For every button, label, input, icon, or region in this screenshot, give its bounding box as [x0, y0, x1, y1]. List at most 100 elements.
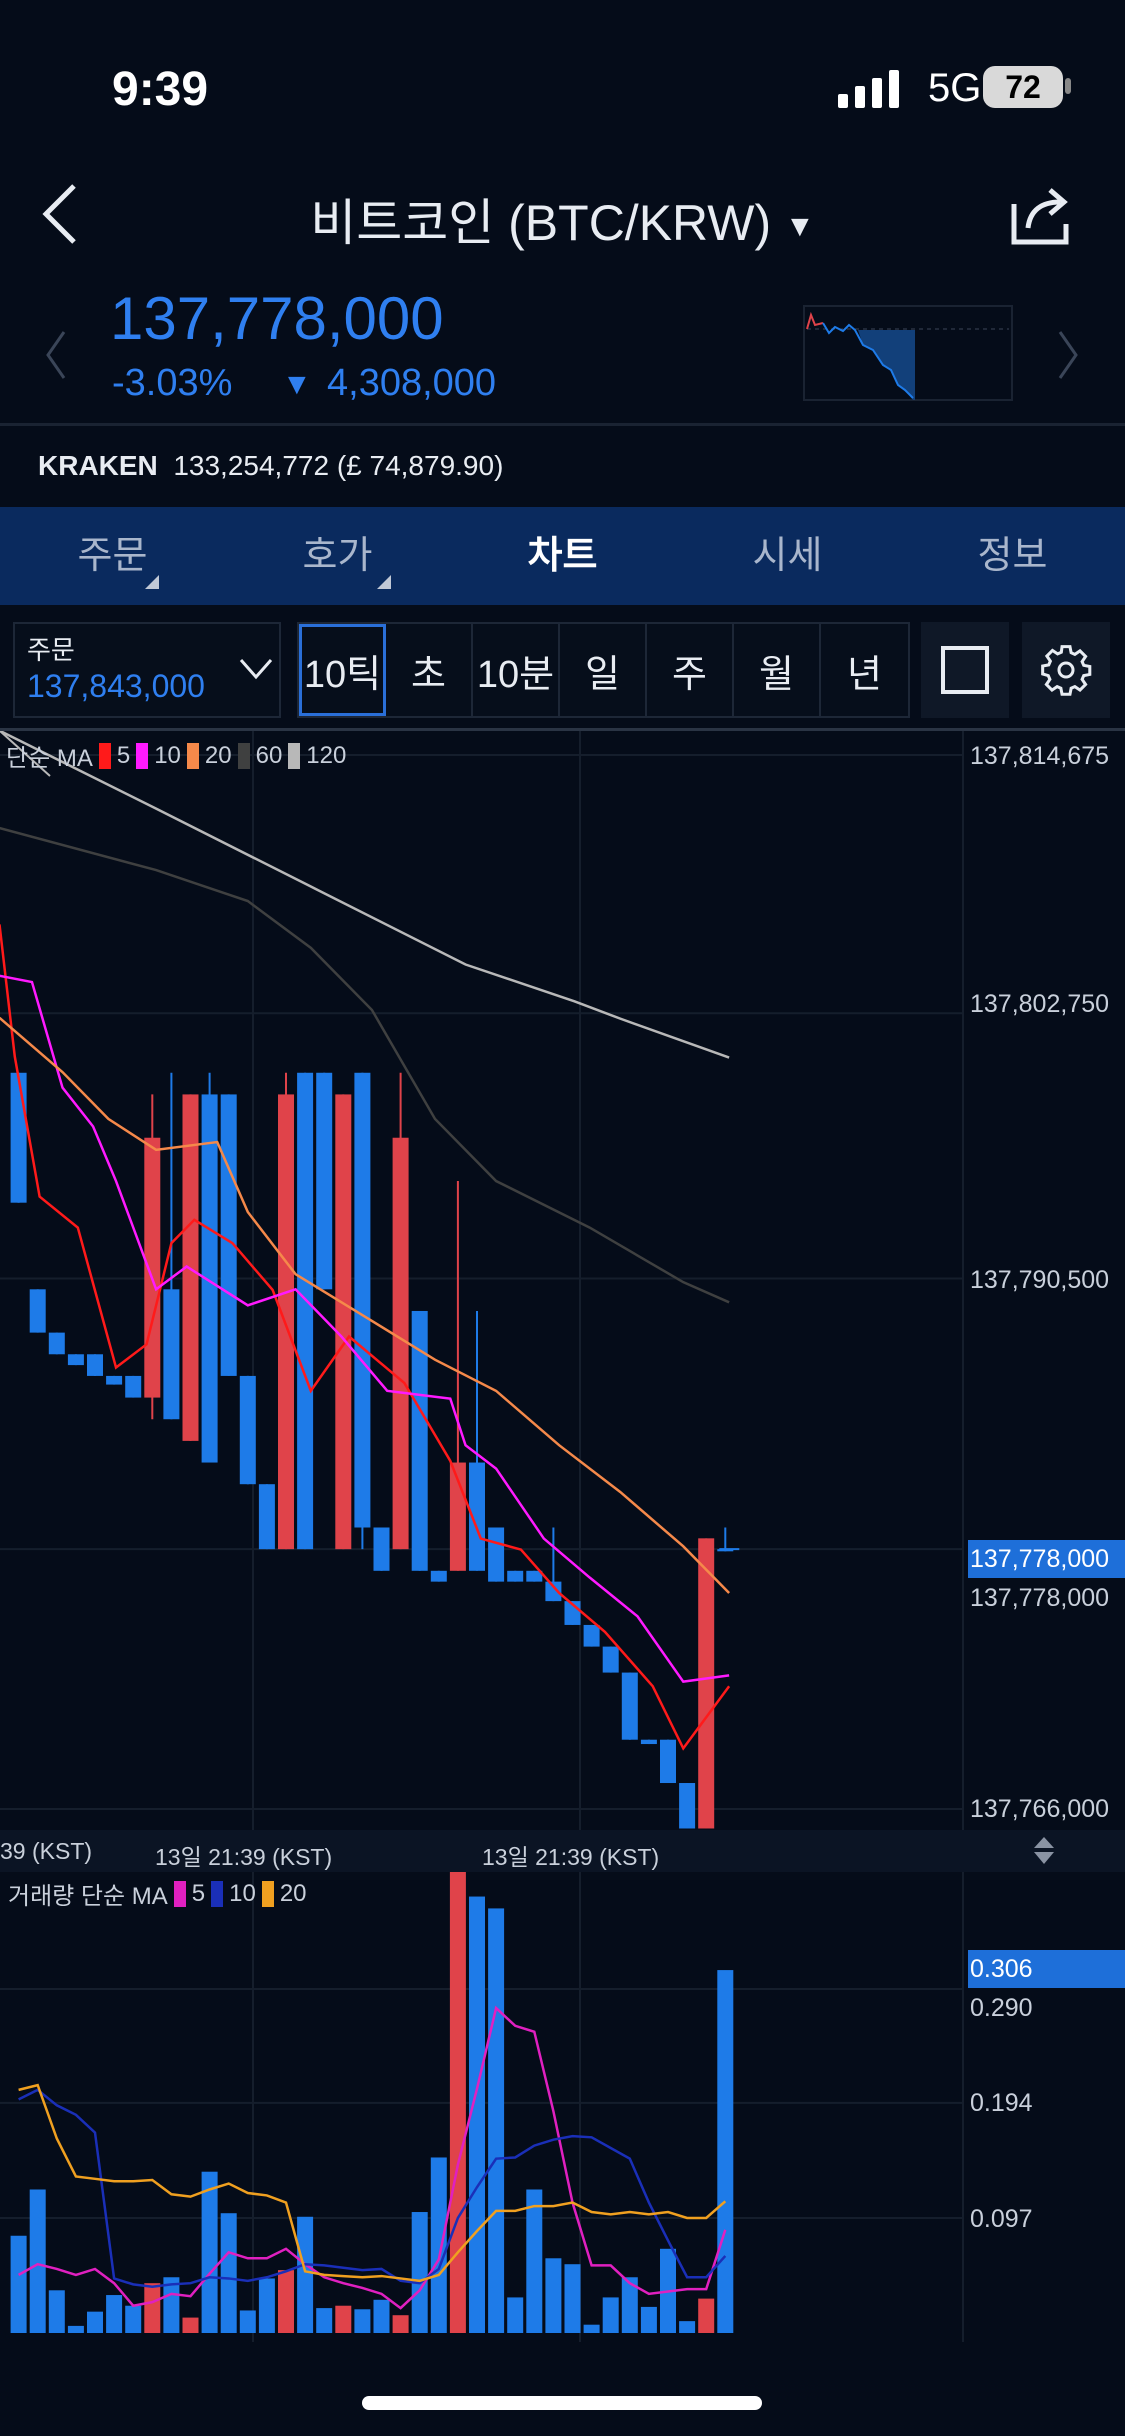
- legend-swatch: [211, 1880, 224, 1907]
- y-tick: 0.194: [970, 2089, 1033, 2117]
- candle: [660, 1739, 676, 1784]
- candle: [201, 1094, 218, 1463]
- y-tick: 137,790,500: [970, 1266, 1110, 1294]
- volume-ma5-line: [17, 2005, 727, 2310]
- volume-bar: [335, 2305, 352, 2333]
- prev-coin-icon[interactable]: [44, 330, 68, 380]
- time-label: 13일 21:39 (KST): [155, 1844, 333, 1870]
- volume-bar: [679, 2321, 696, 2333]
- volume-bar: [10, 2235, 27, 2333]
- candle: [602, 1646, 619, 1673]
- share-icon[interactable]: [1010, 184, 1072, 246]
- legend-swatch: [288, 742, 301, 769]
- timeframe-10tick[interactable]: 10틱: [299, 624, 386, 716]
- current-volume-label: 0.306: [968, 1950, 1125, 1988]
- candle: [258, 1484, 275, 1550]
- candle: [679, 1783, 696, 1829]
- volume-bar: [640, 2306, 657, 2333]
- volume-bar: [469, 1896, 485, 2333]
- chevron-down-icon: [239, 659, 273, 680]
- network-label: 5G: [928, 66, 982, 110]
- volume-ma-legend: 거래량 단순 MA 5 10 20: [8, 1876, 307, 1911]
- timeframe-selector: 10틱 초 10분 일 주 월 년: [297, 622, 910, 718]
- legend-swatch: [261, 1880, 274, 1907]
- current-price-label: 137,778,000: [968, 1540, 1125, 1578]
- candle: [144, 1137, 161, 1398]
- legend-swatch: [186, 742, 199, 769]
- order-price-dropdown[interactable]: 주문 137,843,000: [13, 622, 281, 718]
- timeframe-day[interactable]: 일: [560, 624, 647, 716]
- settings-button[interactable]: [1022, 622, 1110, 718]
- candle: [106, 1375, 123, 1385]
- title-text: 비트코인 (BTC/KRW): [310, 195, 772, 251]
- legend-title: 거래량 단순 MA: [8, 1883, 168, 1910]
- volume-bar: [717, 1970, 734, 2333]
- home-indicator[interactable]: [362, 2396, 762, 2410]
- chevron-left-icon[interactable]: [40, 182, 80, 246]
- status-time: 9:39: [112, 63, 209, 116]
- legend-label: 5: [191, 1879, 206, 1907]
- tab-bar: 주문 호가 차트 시세 정보: [0, 507, 1125, 605]
- change-amount: 4,308,000: [327, 362, 497, 404]
- mini-sparkline[interactable]: [803, 305, 1013, 401]
- volume-bar: [411, 2212, 428, 2333]
- candle: [163, 1289, 180, 1420]
- change-percent: -3.03%: [112, 362, 233, 404]
- tab-order[interactable]: 주문: [0, 507, 225, 605]
- next-coin-icon[interactable]: [1056, 330, 1080, 380]
- candle: [48, 1332, 65, 1355]
- kraken-label: KRAKEN: [38, 450, 158, 481]
- timeframe-year[interactable]: 년: [821, 624, 908, 716]
- volume-bar: [182, 2317, 199, 2333]
- timeframe-week[interactable]: 주: [647, 624, 734, 716]
- candle: [411, 1310, 428, 1571]
- tab-chart[interactable]: 차트: [527, 535, 598, 577]
- ma-line-60: [0, 826, 730, 1304]
- y-tick: 137,802,750: [970, 990, 1110, 1018]
- page-title[interactable]: 비트코인 (BTC/KRW) ▼: [0, 183, 1125, 255]
- kraken-value: 133,254,772 (£ 74,879.90): [173, 450, 504, 481]
- price-chart[interactable]: [0, 731, 1125, 1830]
- legend-swatch: [173, 1880, 186, 1907]
- volume-ma10-line: [18, 2088, 727, 2289]
- tab-orderbook[interactable]: 호가: [225, 507, 450, 605]
- volume-bar: [163, 2277, 180, 2333]
- candle: [583, 1624, 600, 1647]
- ma-line-5: [0, 924, 731, 1751]
- fullscreen-button[interactable]: [921, 622, 1009, 718]
- volume-ma20-line: [18, 2083, 727, 2283]
- time-label: 39 (KST): [0, 1838, 93, 1864]
- tab-market-price[interactable]: 시세: [752, 535, 823, 577]
- resize-handle-icon[interactable]: [1032, 1836, 1056, 1866]
- legend-swatch: [136, 742, 149, 769]
- gear-icon: [1041, 645, 1092, 696]
- volume-bar: [430, 2157, 447, 2333]
- legend-label: 20: [279, 1879, 307, 1907]
- time-axis[interactable]: [0, 1830, 1125, 1872]
- candle: [125, 1375, 142, 1398]
- y-tick: 137,766,000: [970, 1795, 1110, 1823]
- candle: [488, 1527, 505, 1582]
- y-tick: 0.290: [970, 1994, 1033, 2022]
- down-arrow-icon: ▼: [282, 368, 312, 401]
- divider: [0, 423, 1125, 426]
- divider: [0, 728, 1125, 731]
- volume-bar: [67, 2325, 84, 2333]
- legend-label: 5: [116, 741, 131, 769]
- candle: [373, 1527, 390, 1571]
- candle: [640, 1739, 657, 1745]
- volume-bar: [297, 2216, 314, 2333]
- legend-swatch: [98, 742, 111, 769]
- timeframe-second[interactable]: 초: [386, 624, 473, 716]
- ma-line-20: [0, 1016, 731, 1594]
- candle: [87, 1354, 103, 1376]
- price-ma-legend: 단순 MA 5 10 20 60 120: [6, 738, 346, 773]
- volume-chart[interactable]: [0, 1872, 1125, 2342]
- volume-bar: [602, 2297, 619, 2333]
- timeframe-10min[interactable]: 10분: [473, 624, 560, 716]
- volume-bar: [373, 2299, 390, 2333]
- timeframe-month[interactable]: 월: [734, 624, 821, 716]
- tab-info[interactable]: 정보: [977, 535, 1048, 577]
- battery-tip: [1065, 78, 1071, 94]
- order-value: 137,843,000: [27, 668, 205, 704]
